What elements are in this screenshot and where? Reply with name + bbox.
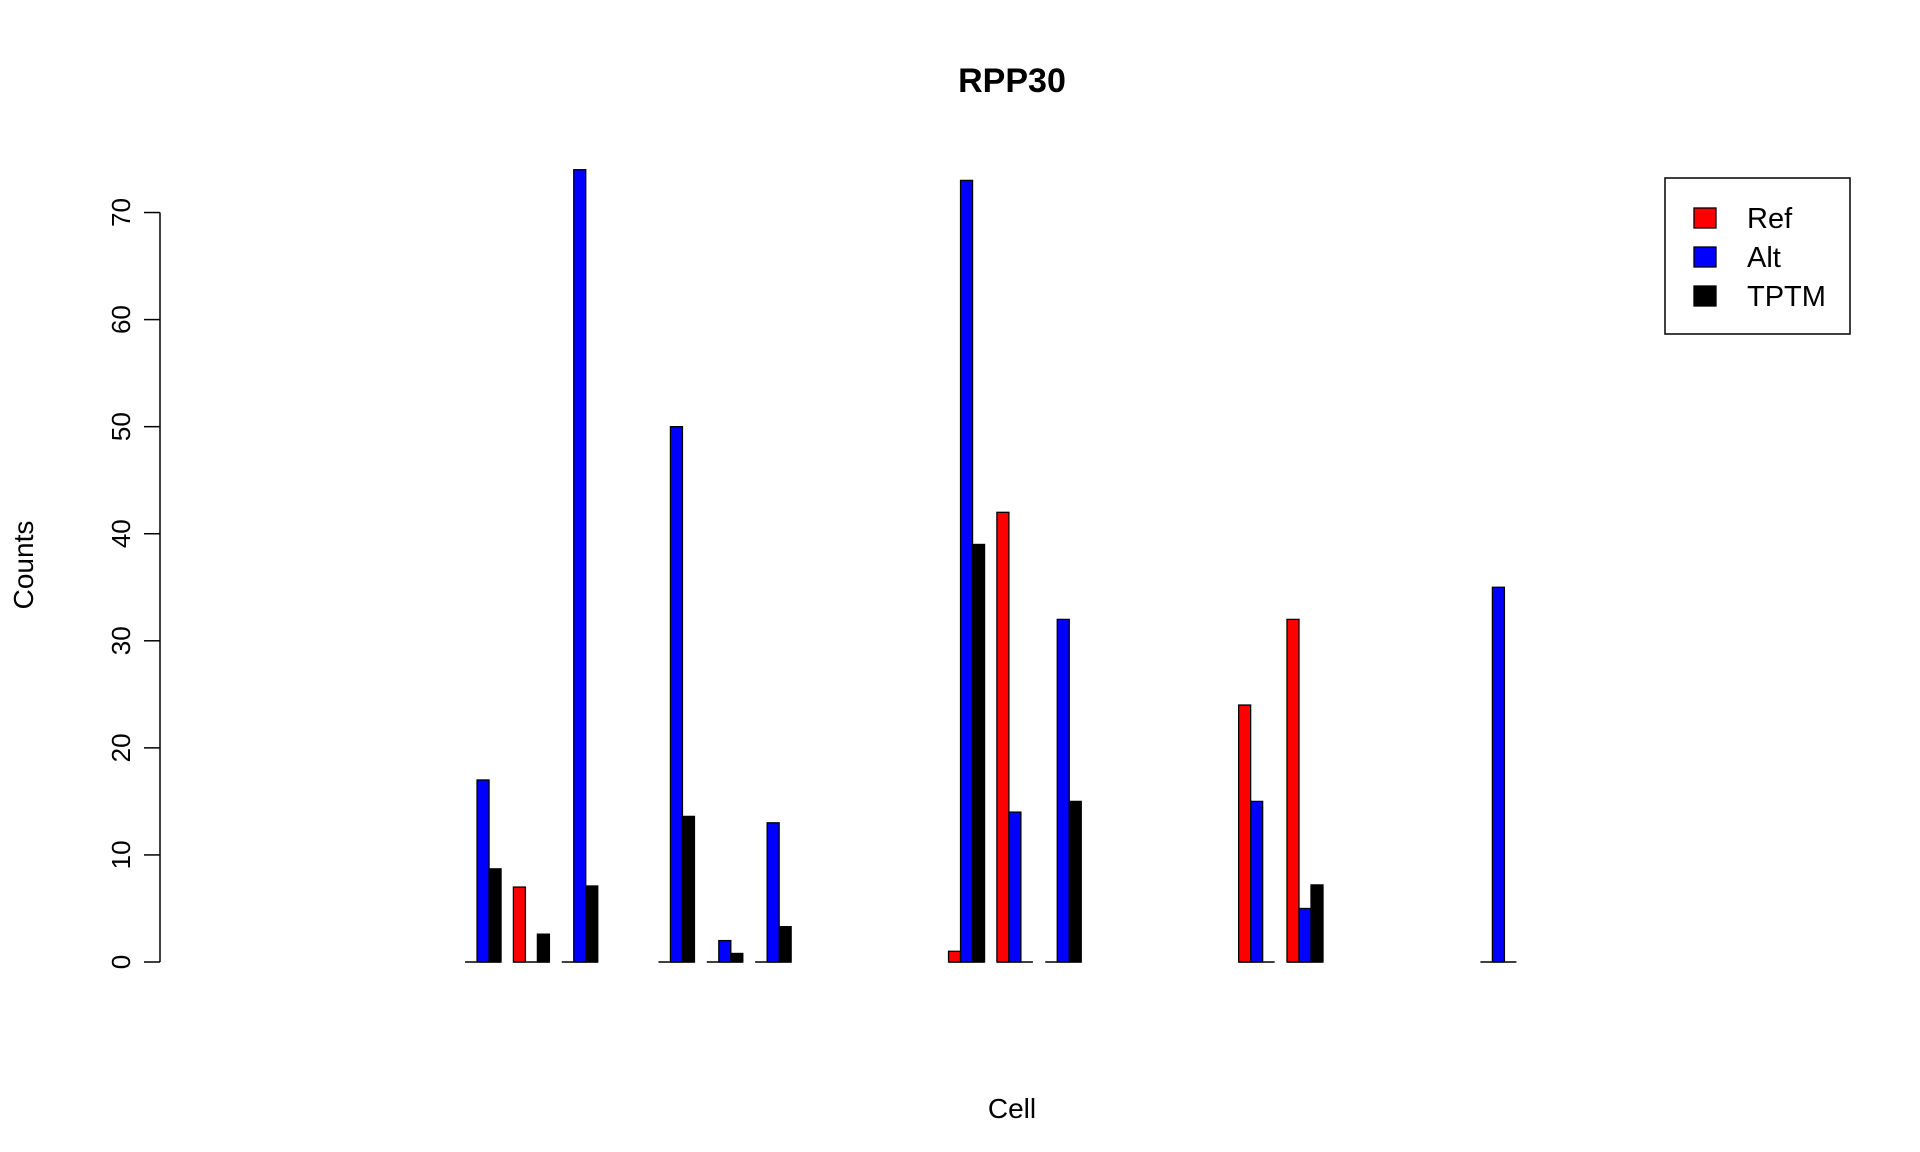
bar-tptm — [730, 952, 744, 963]
legend-swatch-tptm — [1693, 285, 1717, 307]
legend-swatch-alt — [1693, 246, 1717, 268]
bars — [476, 169, 1506, 963]
bar-alt — [573, 169, 587, 963]
y-tick-label: 50 — [106, 412, 136, 441]
chart-title: RPP30 — [958, 62, 1066, 100]
bar-alt — [1056, 618, 1070, 963]
bar-tptm — [1068, 800, 1082, 963]
bar-alt — [1491, 586, 1506, 963]
bar-tptm — [1310, 884, 1324, 963]
bar-alt — [766, 822, 780, 963]
legend-label-ref: Ref — [1747, 203, 1793, 235]
y-tick-label: 70 — [106, 198, 136, 227]
bar-ref — [1238, 704, 1252, 963]
bar-alt — [476, 779, 490, 963]
y-axis: 0 10 20 30 40 50 60 70 — [106, 198, 161, 969]
bar-tptm — [488, 868, 502, 963]
bar-alt — [718, 939, 732, 963]
bar-tptm — [585, 885, 599, 963]
y-tick-label: 20 — [106, 733, 136, 762]
y-tick-label: 0 — [106, 955, 136, 969]
bar-alt — [669, 426, 684, 963]
legend-label-alt: Alt — [1747, 242, 1781, 274]
y-axis-label: Counts — [8, 521, 39, 610]
bar-alt — [959, 179, 974, 963]
y-tick-label: 30 — [106, 626, 136, 655]
legend-swatch-ref — [1693, 207, 1717, 229]
y-tick-label: 10 — [106, 840, 136, 869]
bar-alt — [1250, 800, 1264, 963]
bar-ref — [512, 886, 527, 963]
y-tick-label: 60 — [106, 305, 136, 334]
bar-ref — [996, 511, 1010, 963]
y-tick-label: 40 — [106, 519, 136, 548]
bar-alt — [1298, 907, 1312, 963]
bar-ref — [947, 950, 962, 963]
bar-ref — [1286, 618, 1300, 963]
bar-alt — [1008, 811, 1022, 963]
x-axis-label: Cell — [988, 1093, 1036, 1124]
bar-tptm — [681, 815, 696, 963]
bar-tptm — [536, 933, 551, 963]
bar-tptm — [778, 926, 792, 963]
legend: Ref Alt TPTM — [1664, 177, 1851, 335]
bar-tptm — [971, 543, 986, 963]
legend-label-tptm: TPTM — [1747, 281, 1826, 313]
